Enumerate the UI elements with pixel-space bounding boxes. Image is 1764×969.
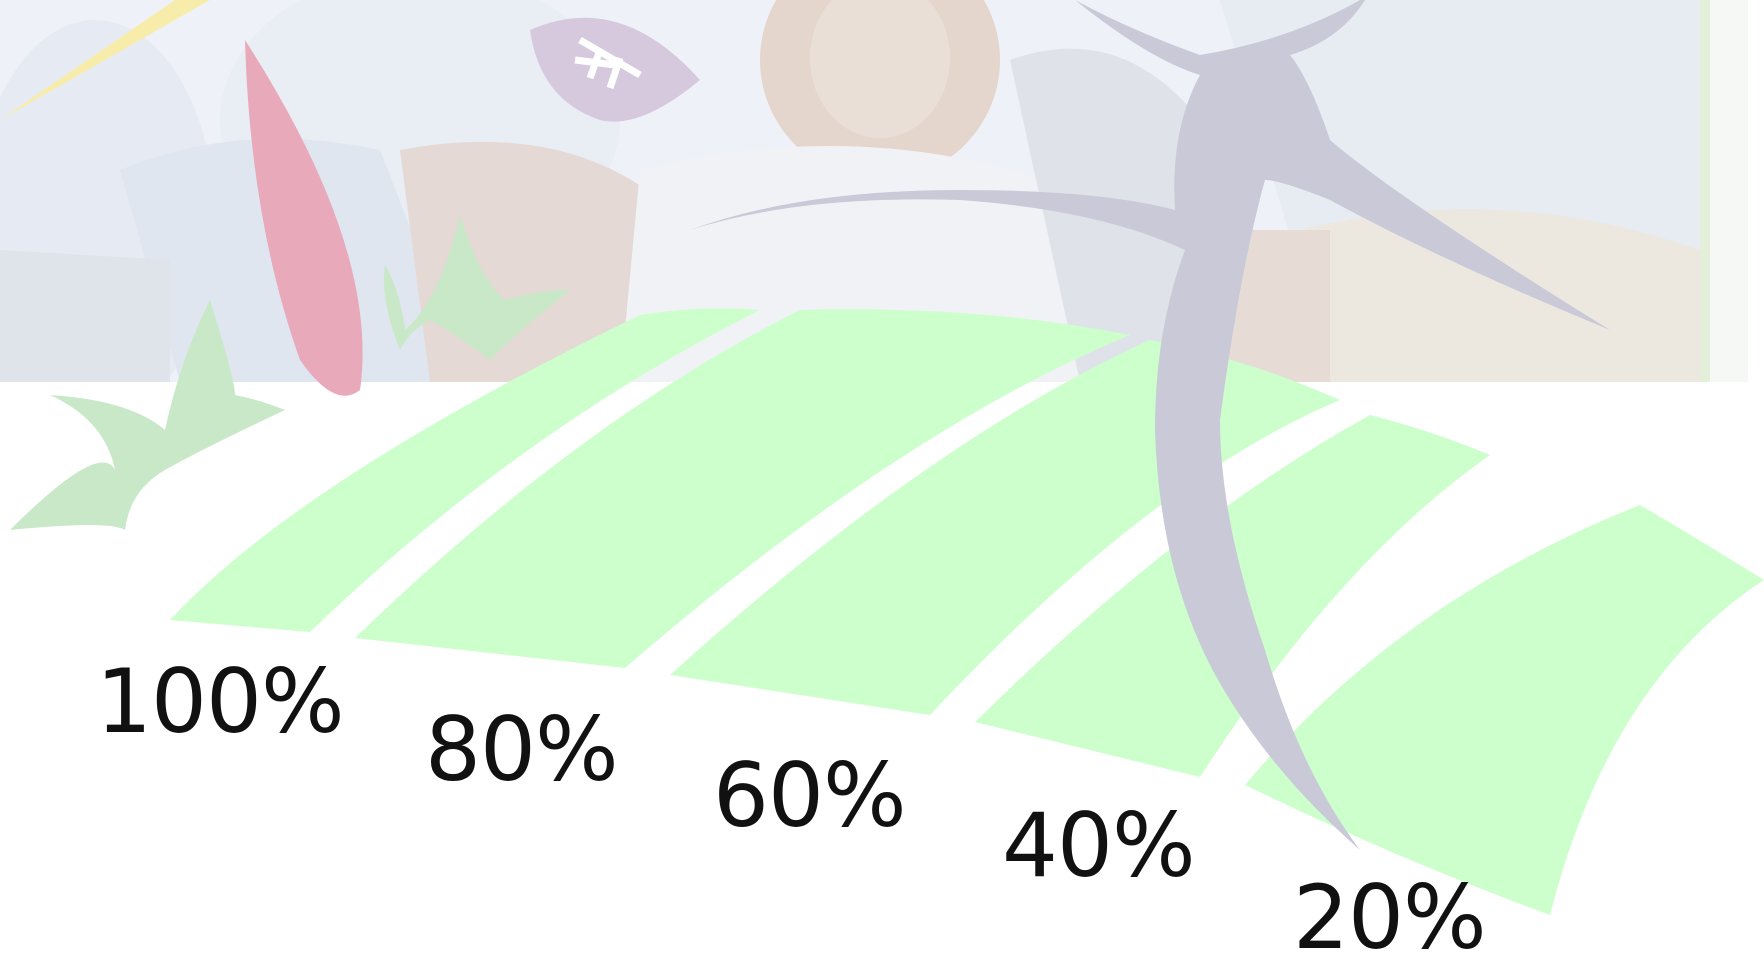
level-band-80	[355, 309, 1130, 668]
pink-petal-icon	[245, 40, 363, 396]
sun-ray-icon	[0, 0, 210, 120]
level-band-20	[1245, 505, 1764, 915]
level-label-20: 20%	[1293, 866, 1487, 969]
level-label-40: 40%	[1002, 794, 1196, 897]
level-label-100: 100%	[96, 650, 345, 753]
purple-leaf-icon	[530, 17, 700, 122]
level-band-100	[170, 308, 760, 632]
level-label-60: 60%	[713, 744, 907, 847]
green-leaf-icon	[10, 215, 570, 530]
level-bands	[170, 308, 1764, 915]
level-label-80: 80%	[425, 698, 619, 801]
dancing-figure-icon	[690, 0, 1610, 850]
